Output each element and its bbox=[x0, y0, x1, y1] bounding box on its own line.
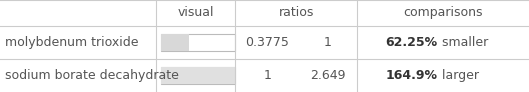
Text: sodium borate decahydrate: sodium borate decahydrate bbox=[5, 69, 179, 82]
Text: smaller: smaller bbox=[438, 36, 488, 49]
FancyBboxPatch shape bbox=[161, 34, 189, 51]
Text: 2.649: 2.649 bbox=[310, 69, 346, 82]
Text: molybdenum trioxide: molybdenum trioxide bbox=[5, 36, 139, 49]
Text: 0.3775: 0.3775 bbox=[245, 36, 289, 49]
FancyBboxPatch shape bbox=[161, 34, 235, 51]
Text: 164.9%: 164.9% bbox=[386, 69, 438, 82]
Text: 1: 1 bbox=[263, 69, 271, 82]
Text: 62.25%: 62.25% bbox=[386, 36, 438, 49]
FancyBboxPatch shape bbox=[161, 67, 235, 84]
Text: larger: larger bbox=[438, 69, 479, 82]
FancyBboxPatch shape bbox=[161, 67, 235, 84]
Text: 1: 1 bbox=[324, 36, 332, 49]
Text: comparisons: comparisons bbox=[403, 6, 483, 19]
Text: ratios: ratios bbox=[279, 6, 314, 19]
Text: visual: visual bbox=[178, 6, 214, 19]
